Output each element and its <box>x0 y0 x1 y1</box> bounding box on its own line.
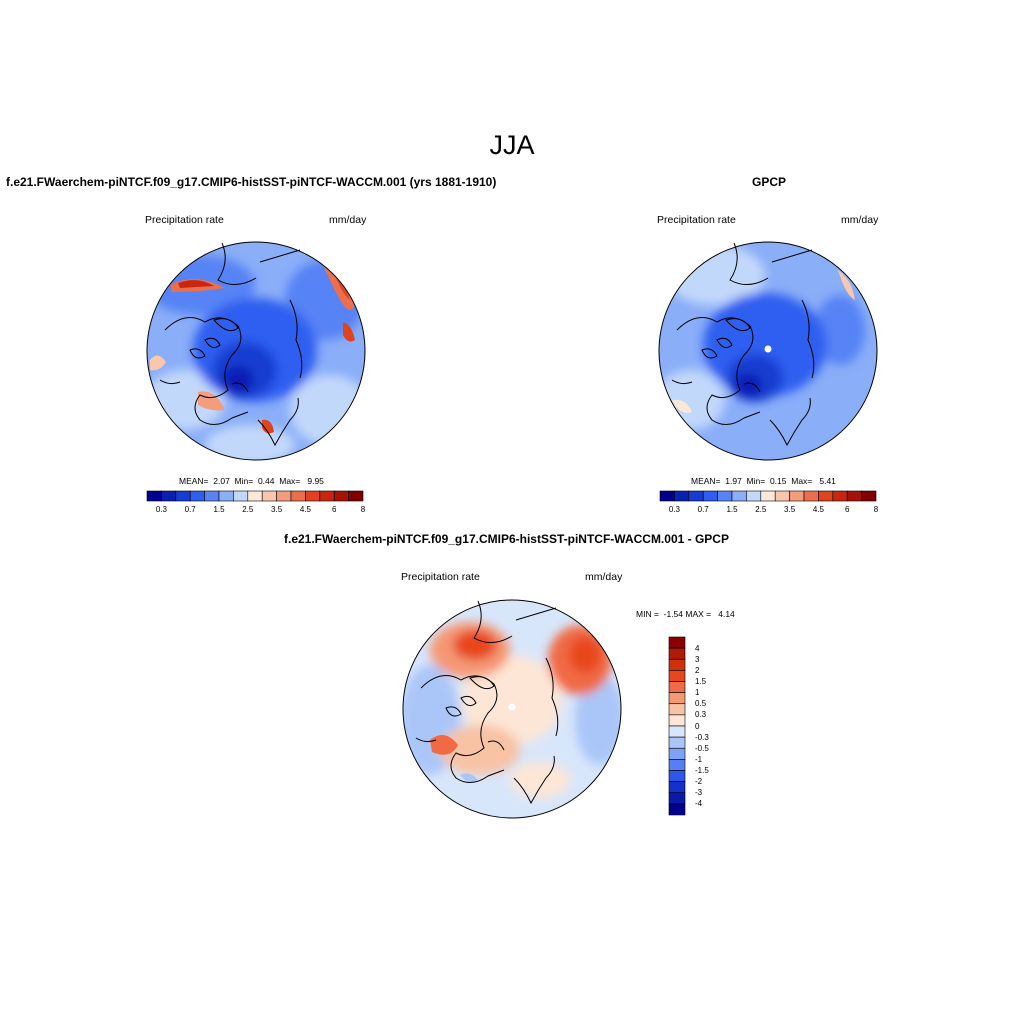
model-variable-label: Precipitation rate <box>145 214 224 226</box>
obs-colorbar-swatch-11 <box>818 490 834 502</box>
diff-colorbar-swatch-13 <box>668 781 686 794</box>
obs-colorbar-swatch-10 <box>803 490 819 502</box>
obs-colorbar-swatch-13 <box>846 490 862 502</box>
model-colorbar-swatch-2 <box>175 490 191 502</box>
obs-colorbar-tick-label: 3.5 <box>784 505 796 514</box>
diff-colorbar-swatch-7 <box>668 714 686 727</box>
model-colorbar-swatch-11 <box>305 490 321 502</box>
main-title: JJA <box>489 130 535 160</box>
diff-colorbar-tick-label: -0.3 <box>695 732 709 742</box>
diff-colorbar-tick-label: 3 <box>695 654 700 664</box>
diff-colorbar-tick-label: -4 <box>695 799 703 809</box>
diff-units-label: mm/day <box>585 571 623 583</box>
model-colorbar-tick-label: 3.5 <box>271 505 283 514</box>
diff-colorbar-tick-label: 2 <box>695 665 700 675</box>
diff-colorbar-tick-label: 1 <box>695 688 700 698</box>
model-colorbar-swatch-6 <box>233 490 249 502</box>
obs-panel-title: GPCP <box>752 175 787 189</box>
diff-variable-label: Precipitation rate <box>401 571 480 583</box>
model-colorbar-swatch-0 <box>146 490 162 502</box>
diff-colorbar-tick-label: 1.5 <box>695 677 707 686</box>
obs-colorbar-tick-label: 0.3 <box>668 505 680 514</box>
diff-colorbar <box>668 636 686 816</box>
diff-colorbar-swatch-9 <box>668 736 686 749</box>
model-colorbar-tick-label: 1.5 <box>213 505 225 514</box>
model-units-label: mm/day <box>329 214 367 226</box>
diff-colorbar-swatch-11 <box>668 759 686 771</box>
diff-colorbar-swatch-14 <box>668 792 686 805</box>
model-colorbar-swatch-7 <box>247 490 263 502</box>
model-colorbar <box>146 490 364 502</box>
diff-stats: MIN = -1.54 MAX = 4.14 <box>636 609 735 619</box>
diff-colorbar-swatch-15 <box>668 803 686 816</box>
obs-colorbar-tick-label: 0.7 <box>697 505 709 514</box>
model-colorbar-tick-label: 2.5 <box>242 505 254 514</box>
diff-colorbar-swatch-10 <box>668 747 686 760</box>
model-panel-title: f.e21.FWaerchem-piNTCF.f09_g17.CMIP6-his… <box>6 175 497 189</box>
obs-stats: MEAN= 1.97 Min= 0.15 Max= 5.41 <box>691 476 836 486</box>
obs-colorbar-tick-label: 8 <box>873 505 879 514</box>
diff-colorbar-swatch-3 <box>668 670 686 682</box>
diff-colorbar-tick-label: -0.5 <box>695 743 709 753</box>
model-colorbar-swatch-5 <box>218 490 234 502</box>
obs-colorbar-tick-label: 1.5 <box>726 505 738 514</box>
obs-colorbar-swatch-1 <box>674 490 690 502</box>
obs-colorbar-swatch-9 <box>789 490 805 502</box>
obs-polar-map <box>658 241 878 461</box>
model-colorbar-tick-label: 4.5 <box>299 505 311 514</box>
obs-colorbar <box>659 490 877 502</box>
diff-colorbar-tick-label: -1.5 <box>695 766 709 775</box>
diff-colorbar-swatch-1 <box>668 647 686 660</box>
diff-colorbar-tick-label: -3 <box>695 788 703 798</box>
diff-panel-title: f.e21.FWaerchem-piNTCF.f09_g17.CMIP6-his… <box>284 532 729 546</box>
diff-colorbar-swatch-8 <box>668 725 686 738</box>
obs-colorbar-swatch-4 <box>717 490 733 502</box>
diff-colorbar-tick-label: -1 <box>695 754 703 764</box>
diff-colorbar-tick-label: 0.5 <box>695 699 707 709</box>
obs-colorbar-swatch-8 <box>774 490 790 502</box>
diff-colorbar-swatch-0 <box>668 636 686 649</box>
model-colorbar-tick-label: 0.3 <box>155 505 167 514</box>
model-colorbar-swatch-13 <box>333 490 349 502</box>
diff-colorbar-swatch-2 <box>668 658 686 671</box>
diff-colorbar-swatch-5 <box>668 692 686 705</box>
obs-variable-label: Precipitation rate <box>657 214 736 226</box>
obs-colorbar-tick-label: 4.5 <box>812 505 824 514</box>
obs-colorbar-swatch-0 <box>659 490 675 502</box>
model-colorbar-swatch-10 <box>290 490 306 502</box>
model-colorbar-swatch-1 <box>161 490 177 502</box>
model-colorbar-swatch-3 <box>189 490 205 502</box>
obs-colorbar-swatch-7 <box>760 490 776 502</box>
obs-colorbar-swatch-3 <box>702 490 718 502</box>
obs-colorbar-swatch-5 <box>731 490 747 502</box>
obs-colorbar-swatch-12 <box>832 490 848 502</box>
obs-colorbar-swatch-14 <box>861 490 877 502</box>
obs-colorbar-tick-label: 6 <box>844 505 850 514</box>
diff-colorbar-tick-label: 0 <box>695 721 700 731</box>
obs-colorbar-swatch-6 <box>746 490 762 502</box>
model-colorbar-tick-label: 0.7 <box>184 505 196 514</box>
model-colorbar-swatch-9 <box>276 490 292 502</box>
model-colorbar-tick-label: 6 <box>331 505 337 514</box>
model-colorbar-swatch-12 <box>319 490 335 502</box>
diff-polar-map <box>402 599 622 819</box>
obs-units-label: mm/day <box>841 214 879 226</box>
model-colorbar-swatch-4 <box>204 490 220 502</box>
model-stats: MEAN= 2.07 Min= 0.44 Max= 9.95 <box>179 476 324 486</box>
diff-colorbar-swatch-4 <box>668 681 686 693</box>
model-colorbar-swatch-14 <box>348 490 364 502</box>
diff-colorbar-swatch-12 <box>668 770 686 782</box>
diff-colorbar-tick-label: 0.3 <box>695 710 707 720</box>
obs-colorbar-swatch-2 <box>688 490 704 502</box>
diff-colorbar-tick-label: -2 <box>695 777 703 787</box>
model-polar-map <box>146 241 366 461</box>
model-colorbar-tick-label: 8 <box>360 505 366 514</box>
diff-colorbar-tick-label: 4 <box>695 643 700 653</box>
diff-colorbar-swatch-6 <box>668 703 686 716</box>
model-colorbar-swatch-8 <box>261 490 277 502</box>
obs-colorbar-tick-label: 2.5 <box>755 505 767 514</box>
